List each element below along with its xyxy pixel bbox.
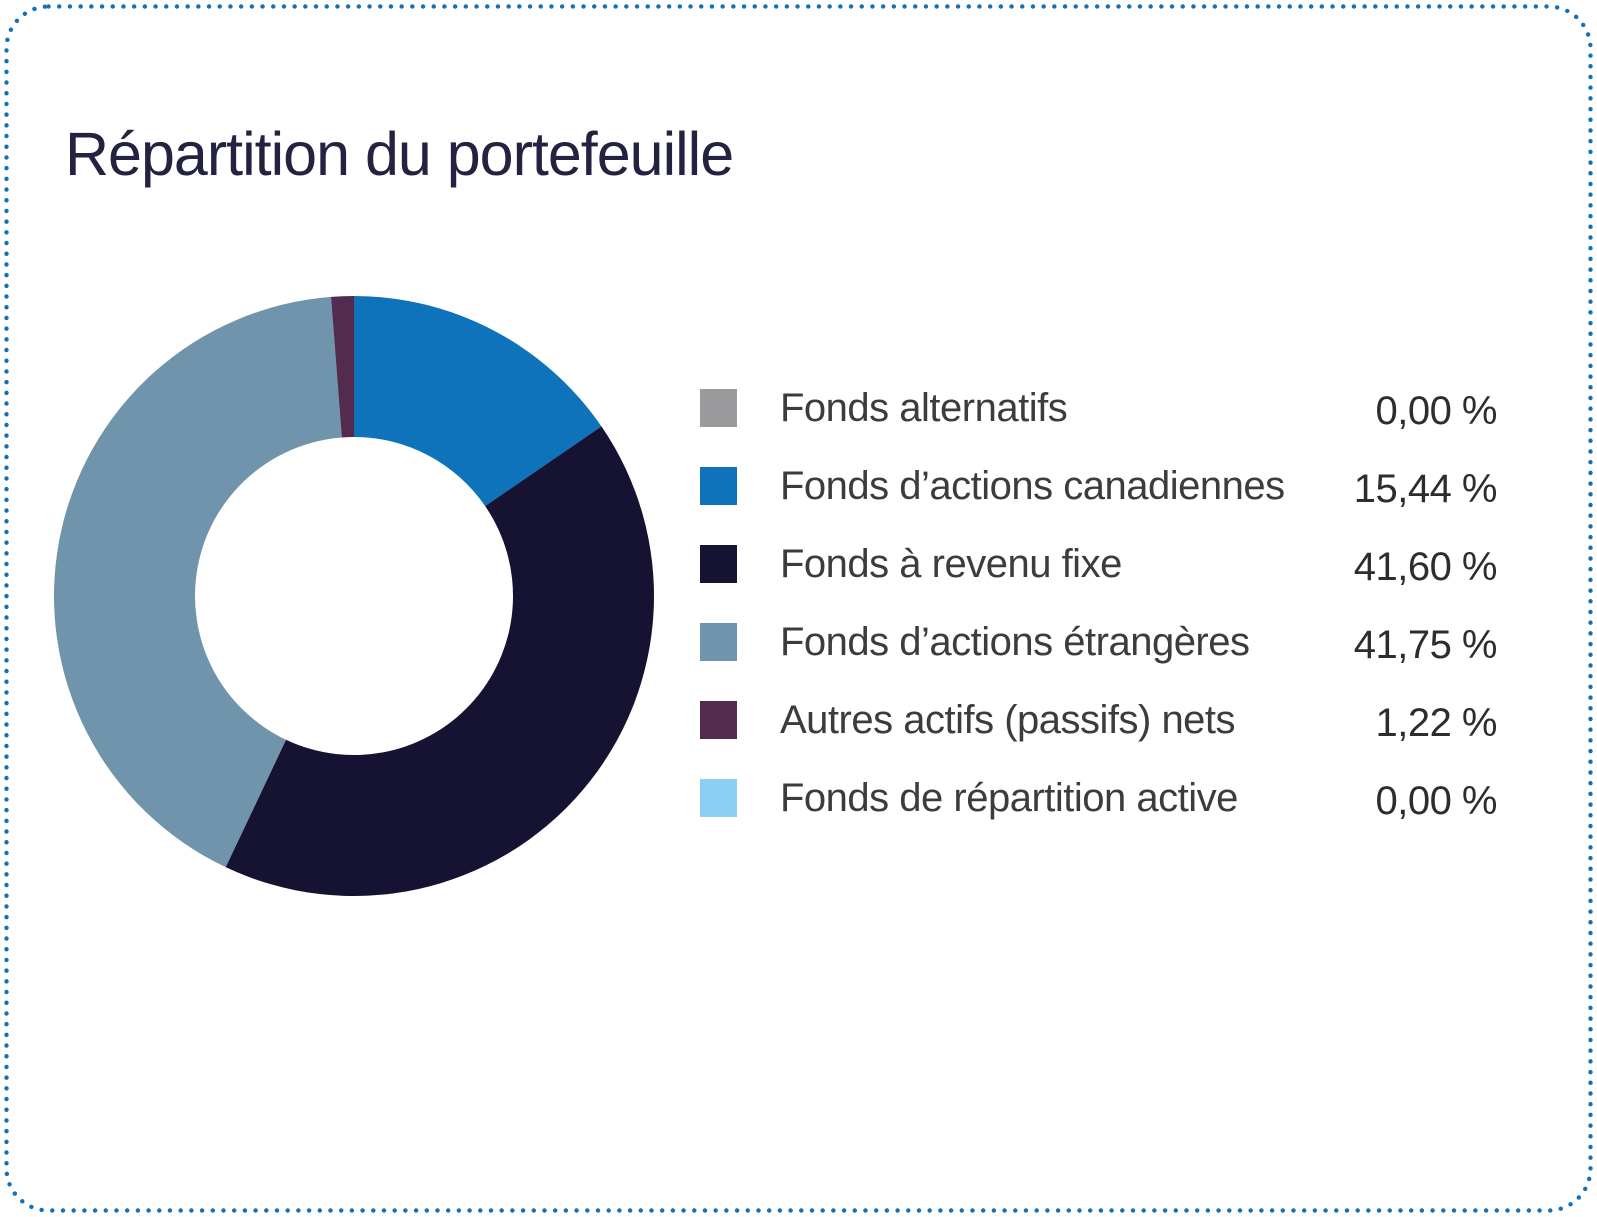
legend-value: 41,75 %	[1353, 622, 1498, 667]
donut-segment	[354, 296, 602, 507]
legend-row: Fonds d’actions étrangères 41,75 %	[700, 618, 1498, 667]
legend-value: 41,60 %	[1353, 544, 1498, 589]
legend-label: Fonds à revenu fixe	[780, 541, 1122, 586]
legend-label: Autres actifs (passifs) nets	[780, 697, 1236, 742]
legend-value: 0,00 %	[1375, 388, 1497, 433]
legend-swatch	[700, 389, 737, 427]
legend-row: Fonds de répartition active 0,00 %	[700, 774, 1497, 823]
donut-segment	[225, 426, 654, 896]
legend-value: 1,22 %	[1375, 700, 1497, 745]
legend-row: Fonds d’actions canadiennes 15,44 %	[700, 462, 1498, 511]
chart-legend: Fonds alternatifs 0,00 % Fonds d’actions…	[700, 384, 1498, 823]
legend-value: 0,00 %	[1375, 778, 1497, 823]
legend-label: Fonds d’actions canadiennes	[780, 463, 1285, 508]
legend-label: Fonds alternatifs	[780, 385, 1068, 430]
legend-swatch	[700, 701, 737, 739]
legend-row: Fonds à revenu fixe 41,60 %	[700, 540, 1498, 589]
legend-swatch	[700, 623, 737, 661]
donut-chart-svg	[54, 296, 654, 896]
donut-chart	[54, 296, 654, 896]
page-title: Répartition du portefeuille	[65, 120, 734, 188]
legend-label: Fonds de répartition active	[780, 775, 1238, 820]
legend-row: Autres actifs (passifs) nets 1,22 %	[700, 696, 1497, 745]
legend-swatch	[700, 779, 737, 817]
legend-swatch	[700, 545, 737, 583]
donut-segment	[331, 296, 354, 438]
legend-row: Fonds alternatifs 0,00 %	[700, 384, 1497, 433]
legend-swatch	[700, 467, 737, 505]
legend-label: Fonds d’actions étrangères	[780, 619, 1250, 664]
legend-value: 15,44 %	[1353, 466, 1498, 511]
donut-segment	[54, 296, 342, 868]
